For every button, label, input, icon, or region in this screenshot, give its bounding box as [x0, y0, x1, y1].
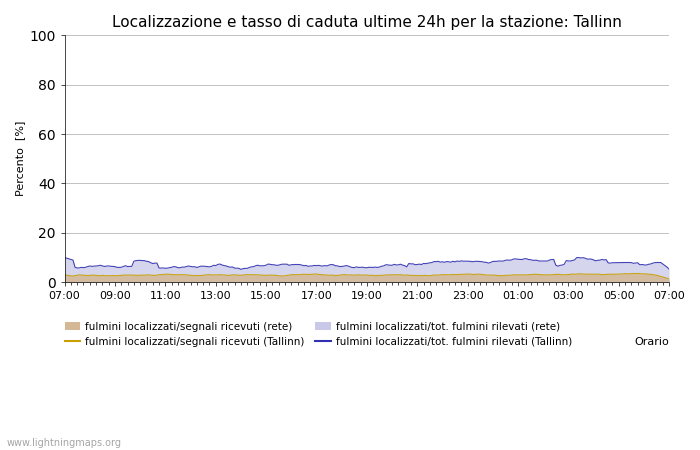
Legend: fulmini localizzati/segnali ricevuti (rete), fulmini localizzati/segnali ricevut: fulmini localizzati/segnali ricevuti (re… [60, 318, 577, 351]
Text: www.lightningmaps.org: www.lightningmaps.org [7, 437, 122, 447]
Y-axis label: Percento  [%]: Percento [%] [15, 121, 25, 197]
Title: Localizzazione e tasso di caduta ultime 24h per la stazione: Tallinn: Localizzazione e tasso di caduta ultime … [112, 15, 622, 30]
Text: Orario: Orario [634, 337, 669, 347]
